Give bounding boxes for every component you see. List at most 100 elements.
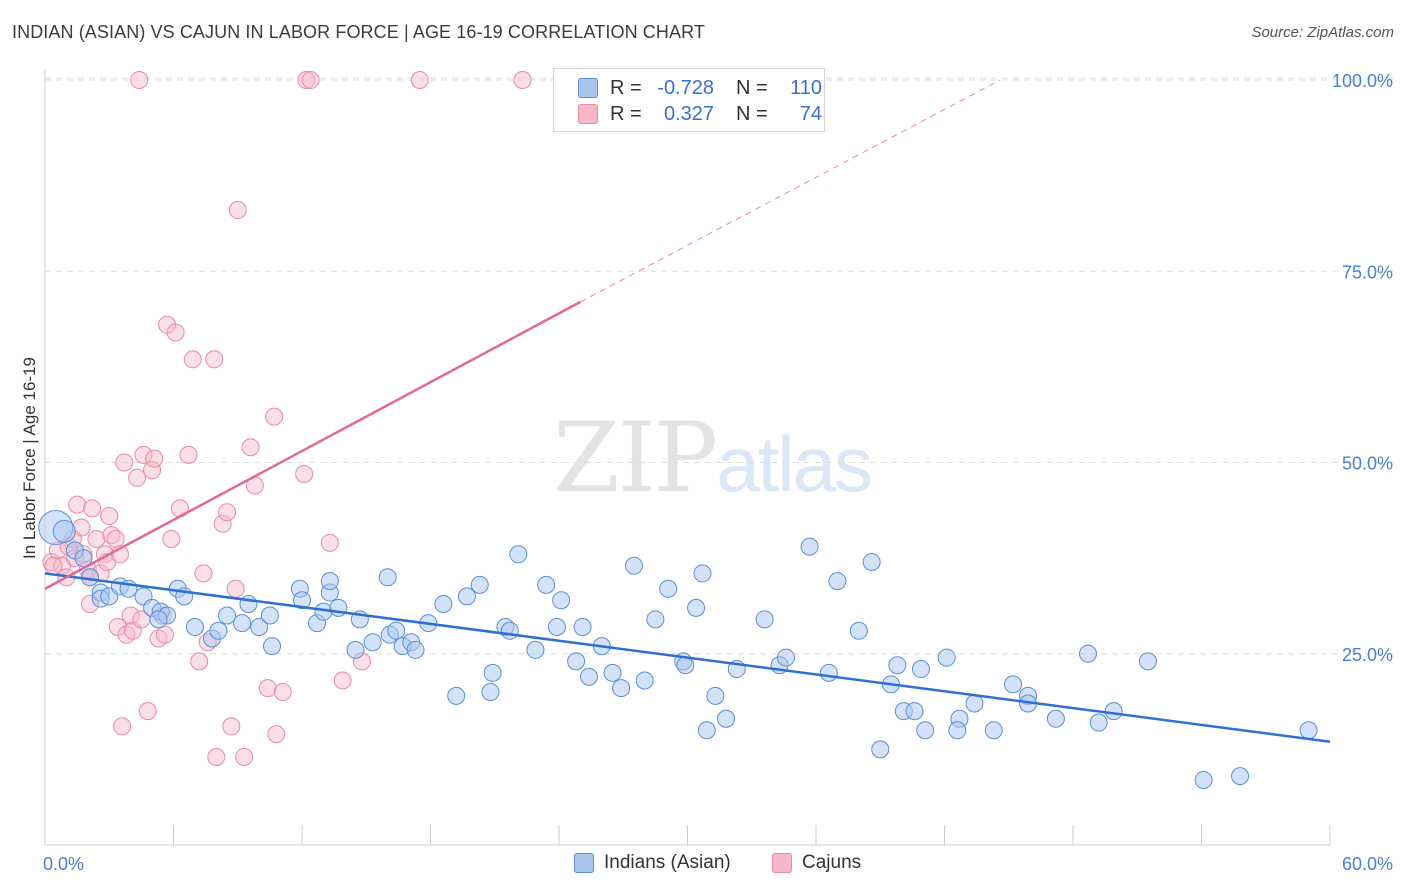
indian-point bbox=[470, 575, 489, 594]
indian-point bbox=[80, 568, 99, 587]
indian-point bbox=[888, 656, 907, 675]
cajun-point bbox=[241, 438, 260, 457]
n-label: N = bbox=[736, 76, 768, 99]
indian-point bbox=[500, 621, 519, 640]
indian-point bbox=[659, 579, 678, 598]
indian-point bbox=[209, 621, 228, 640]
indian-point bbox=[871, 740, 890, 759]
cajun-point bbox=[235, 748, 254, 767]
cajun-swatch bbox=[772, 853, 792, 873]
r-label: R = bbox=[610, 102, 642, 125]
cajun-point bbox=[205, 350, 224, 369]
indian-point bbox=[1046, 709, 1065, 728]
indian-point bbox=[346, 640, 365, 659]
r-label: R = bbox=[610, 76, 642, 99]
cajun-point bbox=[258, 679, 277, 698]
cajun-point bbox=[143, 461, 162, 480]
cajun-point bbox=[113, 717, 132, 736]
cajun-point bbox=[166, 323, 185, 342]
indian-swatch bbox=[574, 853, 594, 873]
indian-point bbox=[378, 568, 397, 587]
indian-point bbox=[1231, 767, 1250, 786]
indian-point bbox=[250, 617, 269, 636]
cajun-trend-extension bbox=[580, 79, 1001, 303]
legend-item-indian[interactable]: Indians (Asian) bbox=[574, 852, 731, 874]
cajun-point bbox=[83, 499, 102, 518]
indian-point bbox=[552, 591, 571, 610]
indian-point bbox=[612, 679, 631, 698]
cajun-point bbox=[301, 71, 320, 89]
cajun-point bbox=[155, 625, 174, 644]
indian-point bbox=[624, 556, 643, 575]
indian-point bbox=[149, 610, 168, 629]
watermark-atlas: atlas bbox=[716, 420, 873, 508]
y-tick-label: 75.0% bbox=[1342, 262, 1393, 282]
grid-lines bbox=[45, 77, 1395, 655]
indian-point bbox=[706, 686, 725, 705]
cajun-point bbox=[194, 564, 213, 583]
n-label: N = bbox=[736, 102, 768, 125]
indian-point bbox=[185, 617, 204, 636]
cajun-point bbox=[320, 533, 339, 552]
cajun-point bbox=[130, 71, 149, 89]
indian-point bbox=[434, 595, 453, 614]
indian-point bbox=[537, 575, 556, 594]
cajun-swatch bbox=[578, 104, 598, 124]
cajun-point bbox=[106, 530, 125, 548]
indian-point bbox=[1104, 702, 1123, 721]
trend-lines bbox=[44, 79, 1331, 743]
indian-point bbox=[828, 572, 847, 591]
cajun-point bbox=[295, 464, 314, 483]
cajun-point bbox=[228, 201, 247, 220]
cajun-point bbox=[265, 407, 284, 426]
r-value-cajun: 0.327 bbox=[663, 102, 714, 125]
indian-point bbox=[1138, 652, 1157, 671]
cajun-point bbox=[115, 453, 134, 472]
indian-point bbox=[483, 663, 502, 682]
indian-point bbox=[937, 648, 956, 667]
indian-point bbox=[526, 640, 545, 659]
indian-point bbox=[911, 660, 930, 679]
cajun-point bbox=[121, 606, 140, 625]
indian-point bbox=[905, 702, 924, 721]
indian-point bbox=[1299, 721, 1318, 740]
indian-point bbox=[800, 537, 819, 556]
legend-item-cajun[interactable]: Cajuns bbox=[772, 852, 861, 874]
indian-point bbox=[263, 637, 282, 656]
indian-point bbox=[579, 667, 598, 686]
indian-point bbox=[509, 545, 528, 564]
indian-point bbox=[293, 591, 311, 610]
cajun-point bbox=[297, 71, 316, 89]
indian-point bbox=[233, 614, 252, 633]
cajun-point bbox=[162, 530, 181, 548]
indian-point bbox=[567, 652, 586, 671]
y-axis-title: In Labor Force | Age 16-19 bbox=[20, 357, 39, 559]
indian-point bbox=[693, 564, 712, 583]
cajun-trend-line bbox=[44, 300, 582, 590]
legend-row-indian: R = -0.728 N = 110 bbox=[578, 76, 822, 100]
n-value-indian: 110 bbox=[790, 76, 822, 99]
indian-point bbox=[965, 694, 984, 713]
cajun-point bbox=[145, 449, 164, 468]
r-value-indian: -0.728 bbox=[657, 76, 714, 99]
cajun-point bbox=[190, 652, 209, 671]
indian-point bbox=[481, 683, 500, 701]
y-tick-label: 25.0% bbox=[1342, 645, 1393, 665]
series-legend: Indians (Asian) Cajuns bbox=[0, 852, 1406, 878]
tick-labels: 25.0% 50.0% 75.0% 100.0% 0.0% 60.0% In Labor F… bbox=[20, 71, 1393, 874]
cajun-point bbox=[134, 445, 153, 464]
indian-point bbox=[260, 606, 279, 625]
cajun-point bbox=[273, 683, 292, 701]
indian-trend-line bbox=[44, 572, 1331, 743]
y-tick-label: 100.0% bbox=[1332, 71, 1393, 91]
indian-point bbox=[948, 721, 967, 740]
indian-point bbox=[717, 709, 736, 728]
cajun-point bbox=[183, 350, 202, 369]
legend-row-cajun: R = 0.327 N = 74 bbox=[578, 102, 822, 126]
correlation-legend: R = -0.728 N = 110 R = 0.327 N = 74 bbox=[553, 68, 825, 132]
cajun-point bbox=[138, 702, 157, 721]
indian-point bbox=[603, 663, 622, 682]
cajun-point bbox=[333, 671, 352, 690]
indian-point bbox=[547, 617, 566, 636]
